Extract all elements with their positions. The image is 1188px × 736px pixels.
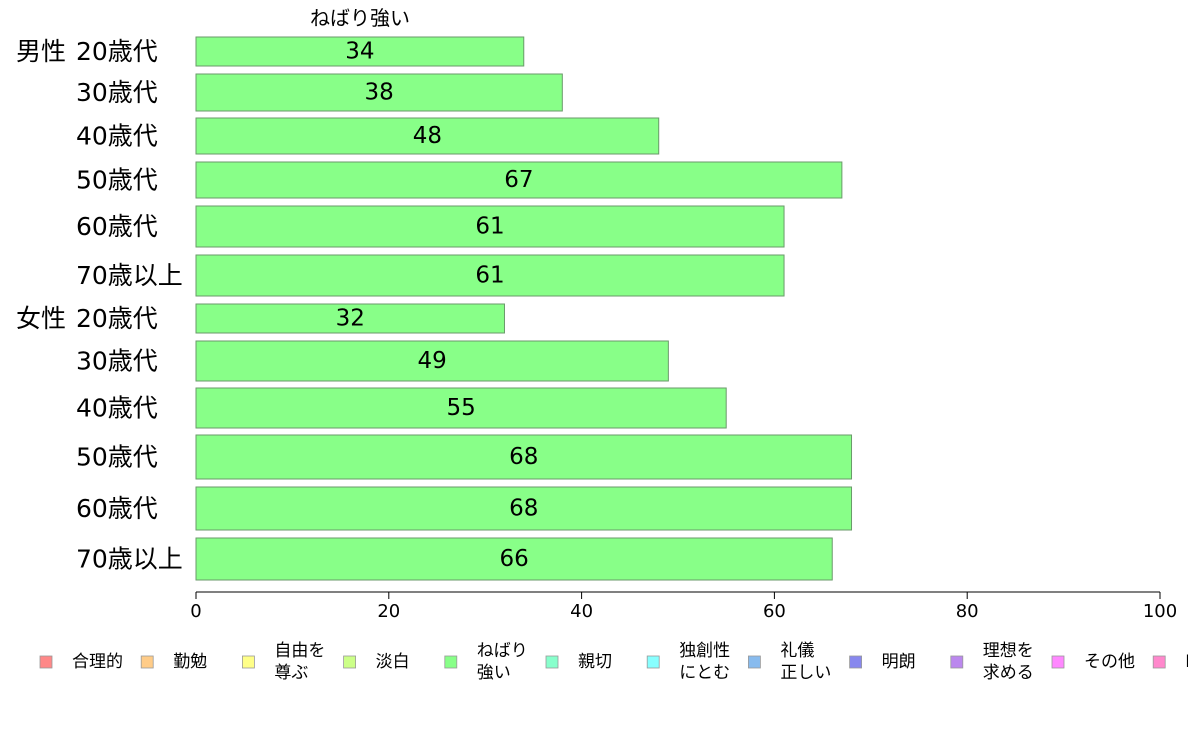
x-tick-label: 40 [570, 601, 593, 622]
bar [195, 303, 505, 334]
legend-swatch [444, 655, 458, 669]
bar [195, 117, 660, 155]
x-tick-label: 60 [763, 601, 786, 622]
data-label: 34 [345, 39, 374, 65]
series-title: ねばり強い [310, 6, 410, 30]
category-label: 30歳代 [76, 78, 158, 107]
data-label: 32 [336, 306, 365, 332]
bar [195, 537, 833, 581]
legend-swatch [646, 655, 660, 669]
legend-label: 明朗 [882, 652, 916, 672]
legend-label: その他 [1084, 652, 1135, 672]
bar [195, 340, 669, 382]
category-label: 70歳以上 [76, 545, 183, 574]
bar [195, 486, 853, 531]
category-label: 20歳代 [76, 304, 158, 333]
legend-swatch [1152, 655, 1166, 669]
legend-label: 独創性 [679, 641, 730, 661]
x-tick-label: 100 [1143, 601, 1177, 622]
bar [195, 205, 785, 248]
x-axis: 0 20 40 60 80 100 [190, 591, 1177, 622]
legend-label: 求める [983, 663, 1034, 683]
legend-swatch [39, 655, 53, 669]
data-label: 68 [509, 444, 538, 470]
legend-swatch [140, 655, 154, 669]
data-label: 61 [475, 214, 504, 240]
legend-label: 礼儀 [780, 641, 814, 661]
legend-label: 合理的 [72, 652, 123, 672]
legend-swatch [1051, 655, 1065, 669]
legend-swatch [748, 655, 761, 669]
data-label: 68 [509, 496, 538, 522]
category-label: 60歳代 [76, 494, 158, 523]
group-label: 男性 [16, 37, 66, 66]
category-label: 70歳以上 [76, 261, 183, 290]
category-label: 20歳代 [76, 37, 158, 66]
legend-swatch [241, 655, 255, 669]
category-label: 30歳代 [76, 347, 158, 376]
bar [195, 73, 563, 112]
legend-label: 勤勉 [173, 652, 207, 672]
group-label: 女性 [16, 304, 66, 333]
data-label: 38 [365, 80, 394, 106]
data-label: 67 [504, 167, 533, 193]
category-label: 40歳代 [76, 122, 158, 151]
legend-label: にとむ [679, 663, 730, 683]
legend-label: 淡白 [376, 652, 410, 672]
category-label: 50歳代 [76, 443, 158, 472]
data-label: 61 [475, 263, 504, 289]
bar [195, 387, 727, 429]
legend-swatch [849, 655, 862, 669]
legend-label: 自由を [274, 641, 325, 661]
data-label: 48 [413, 123, 442, 149]
x-tick-label: 0 [190, 601, 201, 622]
bar [195, 254, 785, 297]
bar [195, 36, 525, 67]
x-tick-label: 20 [377, 601, 400, 622]
data-label: 55 [446, 395, 475, 421]
x-tick-label: 80 [956, 601, 979, 622]
category-label: 50歳代 [76, 166, 158, 195]
bar [195, 161, 843, 199]
data-label: 66 [499, 546, 528, 572]
legend-swatch [343, 655, 357, 669]
data-label: 49 [418, 348, 447, 374]
legend-label: D [1185, 652, 1188, 672]
legend-label: 親切 [578, 652, 612, 672]
legend-label: 正しい [780, 663, 831, 683]
legend-swatch [950, 655, 964, 669]
legend-label: 尊ぶ [274, 663, 308, 683]
legend-label: 理想を [983, 641, 1034, 661]
legend-swatch [545, 655, 559, 669]
bar [195, 434, 853, 480]
category-label: 40歳代 [76, 394, 158, 423]
category-label: 60歳代 [76, 212, 158, 241]
legend-label: ねばり [477, 641, 528, 661]
legend-label: 強い [477, 663, 511, 683]
